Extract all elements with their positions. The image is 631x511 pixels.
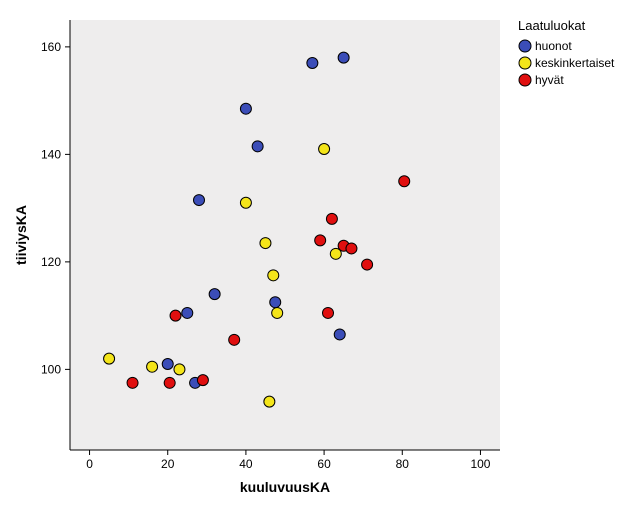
data-point-keskinkertaiset [319,144,330,155]
data-point-keskinkertaiset [272,307,283,318]
data-point-keskinkertaiset [264,396,275,407]
data-point-keskinkertaiset [260,238,271,249]
data-point-hyvät [315,235,326,246]
legend-swatch [519,74,531,86]
y-tick-label: 120 [41,255,61,269]
x-axis-title: kuuluvuusKA [240,479,330,495]
legend-label: hyvät [535,73,564,87]
data-point-hyvät [170,310,181,321]
data-point-huonot [194,195,205,206]
data-point-huonot [334,329,345,340]
scatter-chart: 0 20 40 60 80 100 100 120 140 160 kuuluvuusKA tiivi… [0,0,631,506]
data-point-huonot [338,52,349,63]
y-axis-title: tiiviysKA [13,205,29,265]
data-point-hyvät [399,176,410,187]
chart-svg: 0 20 40 60 80 100 100 120 140 160 kuuluvuusKA tiivi… [0,0,631,506]
data-point-hyvät [323,307,334,318]
data-point-huonot [252,141,263,152]
data-point-hyvät [346,243,357,254]
data-point-hyvät [164,377,175,388]
data-point-hyvät [197,375,208,386]
data-point-hyvät [326,213,337,224]
legend-label: huonot [535,39,572,53]
data-point-huonot [307,58,318,69]
data-point-keskinkertaiset [147,361,158,372]
x-tick-label: 40 [239,457,253,471]
data-point-keskinkertaiset [104,353,115,364]
x-tick-label: 0 [86,457,93,471]
x-tick-label: 80 [396,457,410,471]
y-tick-label: 100 [41,362,61,376]
data-point-keskinkertaiset [268,270,279,281]
data-point-huonot [240,103,251,114]
data-point-huonot [209,289,220,300]
legend-title: Laatuluokat [518,18,586,33]
legend-label: keskinkertaiset [535,56,615,70]
data-point-keskinkertaiset [174,364,185,375]
x-tick-label: 60 [317,457,331,471]
y-tick-label: 140 [41,147,61,161]
data-point-huonot [162,359,173,370]
data-point-huonot [182,307,193,318]
data-point-hyvät [362,259,373,270]
data-point-hyvät [229,334,240,345]
x-tick-label: 100 [470,457,490,471]
data-point-hyvät [127,377,138,388]
legend-swatch [519,57,531,69]
x-tick-label: 20 [161,457,175,471]
legend-swatch [519,40,531,52]
data-point-keskinkertaiset [240,197,251,208]
y-tick-label: 160 [41,40,61,54]
data-point-huonot [270,297,281,308]
